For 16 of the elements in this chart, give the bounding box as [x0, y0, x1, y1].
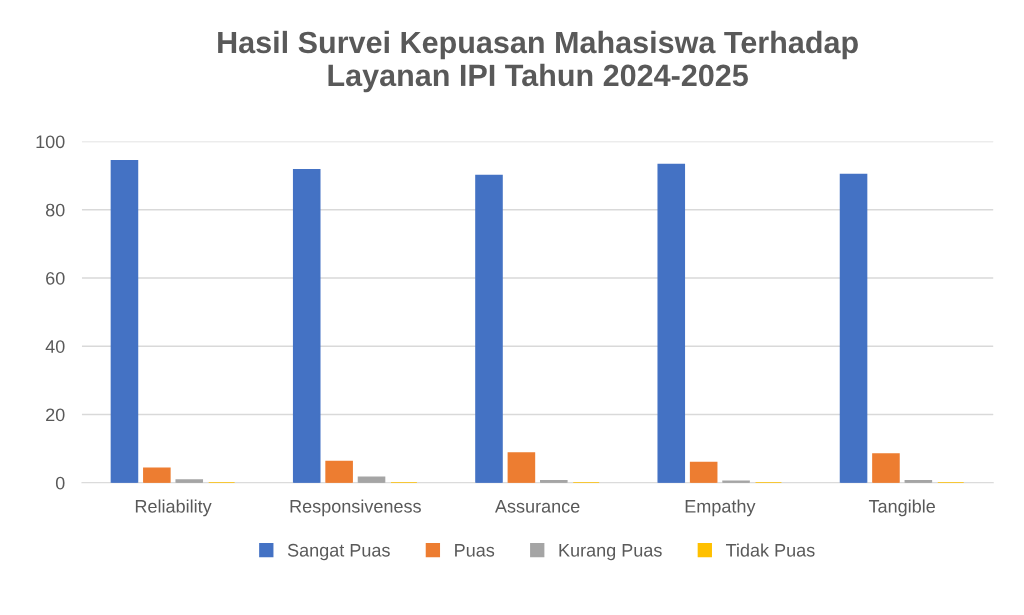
x-tick-label: Responsiveness [290, 499, 421, 517]
y-tick-label: 60 [46, 271, 65, 285]
y-tick-label: 40 [45, 340, 65, 353]
y-tick-label: 20 [46, 408, 65, 422]
x-tick-label: Tangible [868, 499, 935, 517]
x-tick-label: Empathy [685, 499, 756, 517]
x-tick-label: Reliability [135, 499, 212, 517]
y-tick-label: 100 [36, 135, 65, 149]
x-tick-label: Assurance [494, 500, 580, 513]
chart-title: Hasil Survei Kepuasan Mahasiswa Terhadap Layanan IPI Tahun 2024-2025 [218, 30, 858, 93]
y-tick-label: 80 [45, 203, 65, 217]
y-tick-label: 0 [55, 476, 65, 490]
legend-label: Kurang Puas [559, 544, 662, 561]
legend-label: Tidak Puas [725, 543, 815, 557]
legend-label: Puas [455, 544, 495, 557]
legend-label: Sangat Puas [287, 543, 390, 561]
